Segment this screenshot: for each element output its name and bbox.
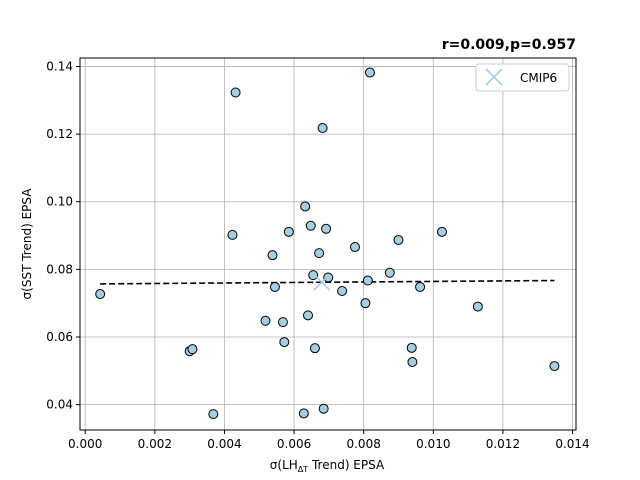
x-axis-label-prefix: σ(LH (270, 458, 298, 472)
scatter-point (360, 298, 371, 309)
x-axis-ticks: 0.000 0.002 0.004 0.006 0.008 0.010 0.012 0.014 (68, 430, 590, 451)
x-tick-label: 0.014 (555, 437, 589, 451)
y-axis-ticks: 0.04 0.06 0.08 0.10 0.12 0.14 (46, 59, 80, 412)
y-tick-label: 0.14 (46, 59, 73, 73)
x-axis-label-suffix: Trend) EPSA (308, 458, 385, 472)
grid (80, 58, 576, 430)
x-tick-label: 0.006 (277, 437, 311, 451)
x-tick-label: 0.004 (207, 437, 241, 451)
legend: CMIP6 (475, 63, 570, 92)
series-markers (313, 273, 331, 291)
x-tick-label: 0.012 (486, 437, 520, 451)
legend-x-stroke (485, 68, 503, 86)
chart-title: r=0.009,p=0.957 (442, 37, 576, 53)
series-marker-cmip6 (313, 273, 331, 291)
scatter-point (305, 220, 316, 231)
scatter-point (283, 226, 294, 237)
scatter-point (302, 310, 313, 321)
plot-frame (79, 57, 577, 431)
x-tick-label: 0.000 (68, 437, 102, 451)
x-axis-label-subscript: ΔT (298, 465, 308, 474)
scatter-point (436, 226, 447, 237)
y-tick-label: 0.10 (46, 195, 73, 209)
scatter-point (277, 317, 288, 328)
scatter-point (314, 248, 325, 259)
scatter-point (308, 270, 319, 281)
scatter-point (415, 281, 426, 292)
y-tick-label: 0.06 (46, 330, 73, 344)
scatter-point (321, 223, 332, 234)
x-axis-label: σ(LHΔT Trend) EPSA (270, 458, 385, 474)
scatter-point (349, 242, 360, 253)
scatter-point (407, 357, 418, 368)
y-tick-label: 0.08 (46, 262, 73, 276)
scatter-point (317, 123, 328, 134)
legend-cmip6-marker (485, 68, 503, 86)
scatter-point (260, 315, 271, 326)
x-tick-label: 0.002 (138, 437, 172, 451)
y-tick-label: 0.12 (46, 127, 73, 141)
x-tick-label: 0.008 (346, 437, 380, 451)
scatter-point (227, 229, 238, 240)
scatter-point (472, 301, 483, 312)
x-marker-stroke (313, 273, 331, 291)
scatter-point (279, 337, 290, 348)
x-tick-label: 0.010 (416, 437, 450, 451)
scatter-point (549, 361, 560, 372)
scatter-point (364, 67, 375, 78)
legend-cmip6-label: CMIP6 (520, 71, 557, 85)
scatter-point (337, 286, 348, 297)
scatter-point (267, 250, 278, 261)
scatter-point (230, 87, 241, 98)
scatter-point (318, 403, 329, 414)
scatter-point (362, 275, 373, 286)
y-tick-label: 0.04 (46, 398, 73, 412)
scatter-point (269, 281, 280, 292)
scatter-point (208, 409, 219, 420)
scatter-point (393, 234, 404, 245)
scatter-point (406, 342, 417, 353)
scatter-point (187, 344, 198, 355)
scatter-point (309, 343, 320, 354)
scatter-point (323, 272, 334, 283)
data-points (95, 67, 560, 420)
scatter-point (298, 408, 309, 419)
y-axis-label: σ(SST Trend) EPSA (20, 188, 34, 300)
scatter-point (300, 201, 311, 212)
scatter-point (95, 289, 106, 300)
scatter-point (384, 267, 395, 278)
